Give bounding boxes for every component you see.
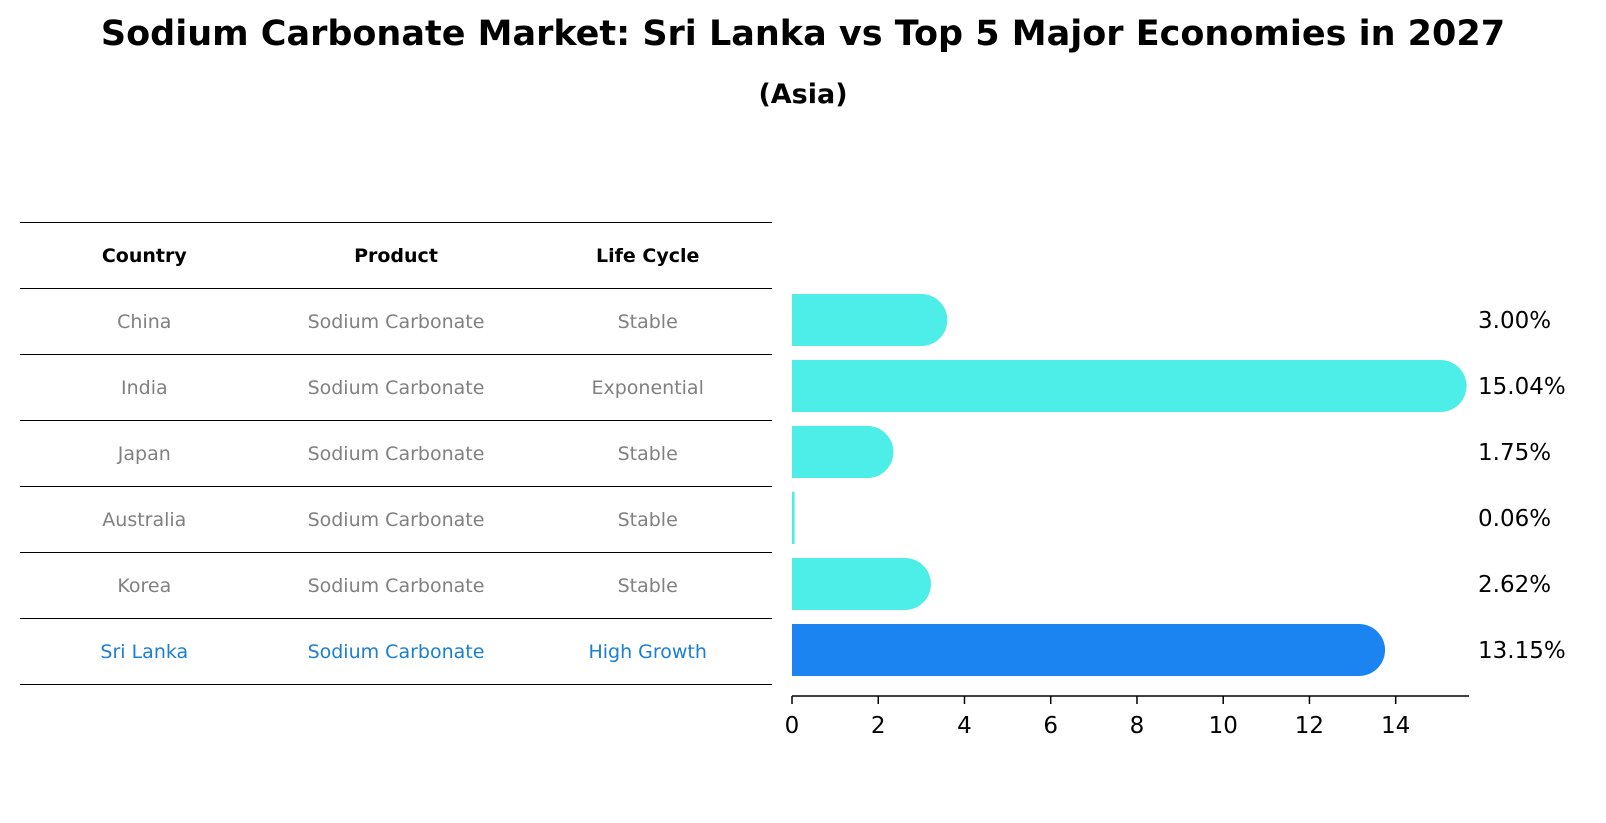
table-row-highlighted: Sri Lanka Sodium Carbonate High Growth [20, 618, 772, 685]
table-row: Australia Sodium Carbonate Stable [20, 486, 772, 553]
value-label: 13.15% [1478, 638, 1566, 664]
cell-country: Korea [20, 552, 269, 619]
column-header-country: Country [20, 222, 269, 289]
x-tick-label: 4 [957, 713, 972, 739]
table-row: China Sodium Carbonate Stable [20, 288, 772, 355]
cell-life-cycle: Stable [523, 552, 772, 619]
x-tick-label: 6 [1043, 713, 1058, 739]
table-row: India Sodium Carbonate Exponential [20, 354, 772, 421]
cell-life-cycle: Stable [523, 486, 772, 553]
x-tick-label: 10 [1209, 713, 1238, 739]
x-tick-label: 8 [1130, 713, 1145, 739]
cell-country: Japan [20, 420, 269, 487]
table-header-row: Country Product Life Cycle [20, 222, 772, 289]
bar-china [792, 294, 948, 346]
cell-life-cycle: Stable [523, 288, 772, 355]
value-label: 15.04% [1478, 374, 1566, 400]
bar-sri-lanka [792, 624, 1386, 676]
x-tick-label: 14 [1381, 713, 1410, 739]
cell-life-cycle: Stable [523, 420, 772, 487]
cell-country: Australia [20, 486, 269, 553]
column-header-product: Product [268, 222, 524, 289]
cell-product: Sodium Carbonate [268, 354, 524, 421]
bar-australia [792, 492, 795, 544]
cell-country: Sri Lanka [20, 618, 269, 685]
x-tick-label: 12 [1295, 713, 1324, 739]
cell-country: China [20, 288, 269, 355]
cell-product: Sodium Carbonate [268, 618, 524, 685]
bar-japan [792, 426, 894, 478]
bar-korea [792, 558, 931, 610]
cell-product: Sodium Carbonate [268, 420, 524, 487]
column-header-life-cycle: Life Cycle [523, 222, 772, 289]
table-row: Korea Sodium Carbonate Stable [20, 552, 772, 619]
bar-india [792, 360, 1467, 412]
country-table: Country Product Life Cycle China Sodium … [20, 222, 772, 685]
cell-life-cycle: Exponential [523, 354, 772, 421]
value-label: 1.75% [1478, 440, 1551, 466]
chart-title: Sodium Carbonate Market: Sri Lanka vs To… [100, 14, 1506, 54]
x-tick-label: 0 [785, 713, 800, 739]
value-label: 2.62% [1478, 572, 1551, 598]
cell-country: India [20, 354, 269, 421]
chart-subtitle: (Asia) [758, 79, 848, 110]
value-label: 3.00% [1478, 308, 1551, 334]
table-row: Japan Sodium Carbonate Stable [20, 420, 772, 487]
cell-product: Sodium Carbonate [268, 288, 524, 355]
value-label: 0.06% [1478, 506, 1551, 532]
cell-life-cycle: High Growth [523, 618, 772, 685]
cell-product: Sodium Carbonate [268, 486, 524, 553]
x-tick-label: 2 [871, 713, 886, 739]
